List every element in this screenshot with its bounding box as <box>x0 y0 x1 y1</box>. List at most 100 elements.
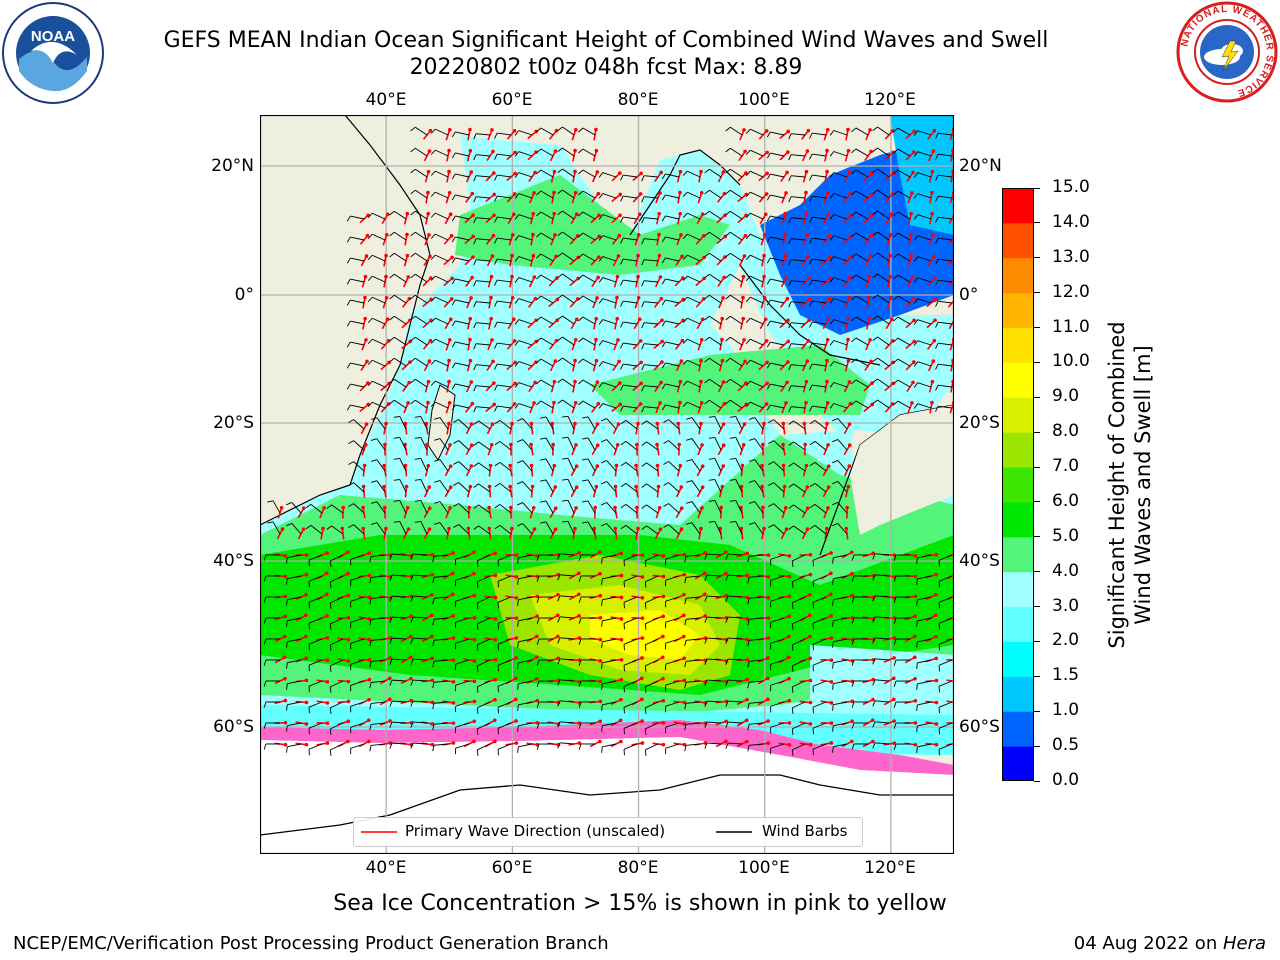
wind-barb-flag <box>641 196 645 203</box>
wave-direction-arrowhead <box>786 339 791 344</box>
wind-barb <box>330 659 344 667</box>
wave-direction-arrowhead <box>784 191 788 195</box>
wind-barb-flag <box>935 258 939 265</box>
wave-direction-arrowhead <box>490 338 494 342</box>
wind-barb <box>562 126 575 136</box>
wind-barb-flag <box>788 525 794 530</box>
wave-direction-arrowhead <box>640 616 645 620</box>
wind-barb-flag <box>536 680 540 687</box>
wave-direction-arrowhead <box>283 614 288 619</box>
wind-barb <box>518 617 533 622</box>
colorbar-swatch <box>1002 188 1034 224</box>
wind-barb <box>770 617 785 623</box>
wave-direction-arrowhead <box>451 614 455 618</box>
wind-barb <box>434 638 449 641</box>
wind-barb-flag <box>410 742 414 749</box>
wind-barb-flag <box>788 441 794 446</box>
wind-barb-flag <box>788 504 794 509</box>
colorbar-swatch <box>1002 746 1034 781</box>
wind-barb <box>644 259 659 262</box>
wind-barb-flag <box>729 500 736 502</box>
wave-direction-arrowhead <box>283 698 288 703</box>
wind-barb-flag <box>598 298 604 304</box>
wind-barb-flag <box>829 193 835 199</box>
wave-direction-arrowhead <box>806 128 811 133</box>
wave-direction-arrowhead <box>409 676 413 681</box>
wind-barb <box>897 295 911 304</box>
wind-barb-flag <box>620 363 624 370</box>
wave-direction-arrowhead <box>846 358 851 363</box>
wind-barb-flag <box>809 300 813 307</box>
wave-direction-arrowhead <box>783 211 788 216</box>
wind-barb <box>371 722 386 725</box>
wind-barb <box>376 480 386 493</box>
wind-barb <box>522 460 533 472</box>
wave-direction-arrowhead <box>514 741 519 745</box>
wind-barb-flag <box>494 153 498 160</box>
wind-barb-flag <box>641 238 645 245</box>
wind-barb <box>938 363 953 367</box>
wind-barb-flag <box>263 743 267 750</box>
wave-direction-arrowhead <box>346 637 351 642</box>
wave-direction-arrowhead <box>826 212 831 217</box>
wind-barb-flag <box>809 237 813 244</box>
wave-direction-arrowhead <box>363 295 367 300</box>
wind-barb-flag <box>473 175 477 182</box>
wave-direction-arrowhead <box>699 526 703 531</box>
wind-barb <box>391 658 407 661</box>
wind-barb-flag <box>788 133 792 140</box>
wind-barb-flag <box>747 703 750 710</box>
wind-barb <box>833 319 848 325</box>
wind-barb-flag <box>766 278 771 285</box>
wind-barb-flag <box>788 420 794 425</box>
wave-direction-arrowhead <box>766 616 771 620</box>
wind-barb <box>917 130 932 136</box>
wave-direction-arrowhead <box>847 380 852 384</box>
wind-barb-flag <box>809 132 813 139</box>
wave-direction-arrowhead <box>700 317 705 322</box>
wind-barb <box>623 363 638 367</box>
wind-barb <box>415 378 428 388</box>
wind-barb <box>391 574 407 577</box>
wind-barb-flag <box>745 380 751 386</box>
wave-direction-arrowhead <box>721 170 726 174</box>
colorbar-tick-label: 11.0 <box>1052 316 1090 337</box>
wind-barb <box>455 320 470 325</box>
wind-barb-flag <box>326 504 332 509</box>
wind-barb-flag <box>517 439 523 443</box>
wave-direction-arrowhead <box>745 739 749 744</box>
wave-direction-arrowhead <box>618 192 623 197</box>
wind-barb <box>770 341 785 346</box>
wave-direction-arrowhead <box>636 421 640 426</box>
wave-direction-arrowhead <box>659 296 664 301</box>
wind-barb <box>644 217 659 220</box>
wind-barb <box>750 401 764 409</box>
wind-barb <box>687 233 701 241</box>
wind-barb-flag <box>684 577 687 584</box>
wind-barb <box>518 743 533 748</box>
wave-direction-arrowhead <box>699 190 704 195</box>
wind-barb <box>793 462 806 472</box>
wind-barb <box>897 211 911 220</box>
wind-barb-flag <box>872 210 878 215</box>
wind-barb-flag <box>393 458 400 460</box>
wave-direction-arrowhead <box>678 400 682 405</box>
wind-barb <box>497 300 512 304</box>
wind-barb-flag <box>661 341 666 348</box>
wave-direction-arrowhead <box>892 741 897 745</box>
wave-direction-arrowhead <box>721 380 726 384</box>
left-lat-label-40s: 40°S <box>213 551 254 571</box>
wind-barb <box>540 253 554 262</box>
wave-direction-arrowhead <box>847 422 852 426</box>
wind-barb <box>791 406 806 409</box>
wind-barb-flag <box>536 295 542 301</box>
wind-barb <box>791 322 806 325</box>
wind-barb <box>727 574 743 577</box>
wind-barb <box>602 554 617 559</box>
wind-barb-flag <box>851 358 857 364</box>
wave-direction-arrowhead <box>786 129 791 134</box>
wind-barb-flag <box>682 359 688 365</box>
wind-barb <box>415 357 428 367</box>
wind-barb-flag <box>473 441 479 446</box>
wind-barb <box>792 554 806 562</box>
